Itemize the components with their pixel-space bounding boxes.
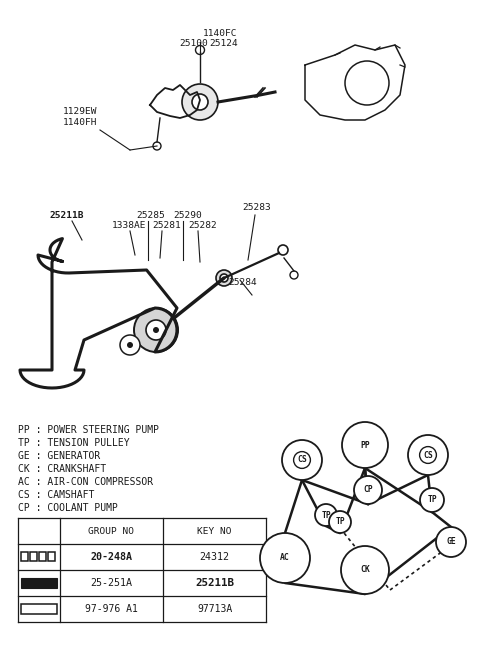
Circle shape xyxy=(290,271,298,279)
Text: CP : COOLANT PUMP: CP : COOLANT PUMP xyxy=(18,503,118,513)
Circle shape xyxy=(341,546,389,594)
Bar xyxy=(21,604,57,614)
Text: 1129EW: 1129EW xyxy=(63,107,97,116)
Text: 25-251A: 25-251A xyxy=(91,578,132,588)
Text: CP: CP xyxy=(363,485,373,495)
Text: 24312: 24312 xyxy=(200,552,229,562)
Text: 1140FC: 1140FC xyxy=(203,29,238,38)
Text: AC : AIR-CON COMPRESSOR: AC : AIR-CON COMPRESSOR xyxy=(18,477,153,487)
Circle shape xyxy=(153,327,159,333)
Circle shape xyxy=(342,422,388,468)
Text: PP: PP xyxy=(360,441,370,449)
Text: GROUP NO: GROUP NO xyxy=(88,527,134,536)
Text: 25124: 25124 xyxy=(209,39,238,48)
Text: 25211B: 25211B xyxy=(50,211,84,220)
Circle shape xyxy=(182,84,218,120)
Circle shape xyxy=(408,435,448,475)
Circle shape xyxy=(120,335,140,355)
Circle shape xyxy=(278,245,288,255)
Text: GE : GENERATOR: GE : GENERATOR xyxy=(18,451,100,461)
Text: 1338AE: 1338AE xyxy=(112,221,146,230)
Text: 25282: 25282 xyxy=(188,221,217,230)
Bar xyxy=(48,552,55,561)
Text: CS: CS xyxy=(297,455,307,464)
Text: 25285: 25285 xyxy=(136,211,165,220)
Circle shape xyxy=(282,440,322,480)
Circle shape xyxy=(315,504,337,526)
Text: 97-976 A1: 97-976 A1 xyxy=(85,604,138,614)
Circle shape xyxy=(192,94,208,110)
Text: 25100: 25100 xyxy=(179,39,208,48)
Circle shape xyxy=(420,488,444,512)
Circle shape xyxy=(127,342,133,348)
Circle shape xyxy=(153,142,161,150)
Text: 25283: 25283 xyxy=(242,203,271,212)
Text: AC: AC xyxy=(280,553,290,563)
Circle shape xyxy=(260,533,310,583)
Bar xyxy=(30,552,37,561)
Text: 20-248A: 20-248A xyxy=(91,552,132,562)
Text: TP: TP xyxy=(427,495,437,504)
Text: TP: TP xyxy=(321,510,331,519)
Text: TP : TENSION PULLEY: TP : TENSION PULLEY xyxy=(18,438,130,448)
Circle shape xyxy=(134,308,178,352)
Circle shape xyxy=(354,476,382,504)
Bar xyxy=(39,552,46,561)
Bar xyxy=(21,578,57,588)
Text: 25284: 25284 xyxy=(228,278,257,287)
Text: 25290: 25290 xyxy=(173,211,202,220)
Text: CS: CS xyxy=(423,451,433,460)
Text: GE: GE xyxy=(446,538,456,546)
Circle shape xyxy=(195,45,204,54)
Circle shape xyxy=(220,274,228,282)
Bar xyxy=(21,552,28,561)
Text: 97713A: 97713A xyxy=(197,604,232,614)
Text: TP: TP xyxy=(335,517,345,527)
Text: 25211B: 25211B xyxy=(195,578,234,588)
Text: 1140FH: 1140FH xyxy=(63,118,97,127)
Circle shape xyxy=(436,527,466,557)
Text: CK: CK xyxy=(360,565,370,574)
Circle shape xyxy=(146,320,166,340)
Text: KEY NO: KEY NO xyxy=(197,527,232,536)
Text: CS : CAMSHAFT: CS : CAMSHAFT xyxy=(18,490,95,500)
Text: PP : POWER STEERING PUMP: PP : POWER STEERING PUMP xyxy=(18,425,159,435)
Text: 25281: 25281 xyxy=(152,221,181,230)
Circle shape xyxy=(329,511,351,533)
Circle shape xyxy=(216,270,232,286)
Text: CK : CRANKSHAFT: CK : CRANKSHAFT xyxy=(18,464,106,474)
